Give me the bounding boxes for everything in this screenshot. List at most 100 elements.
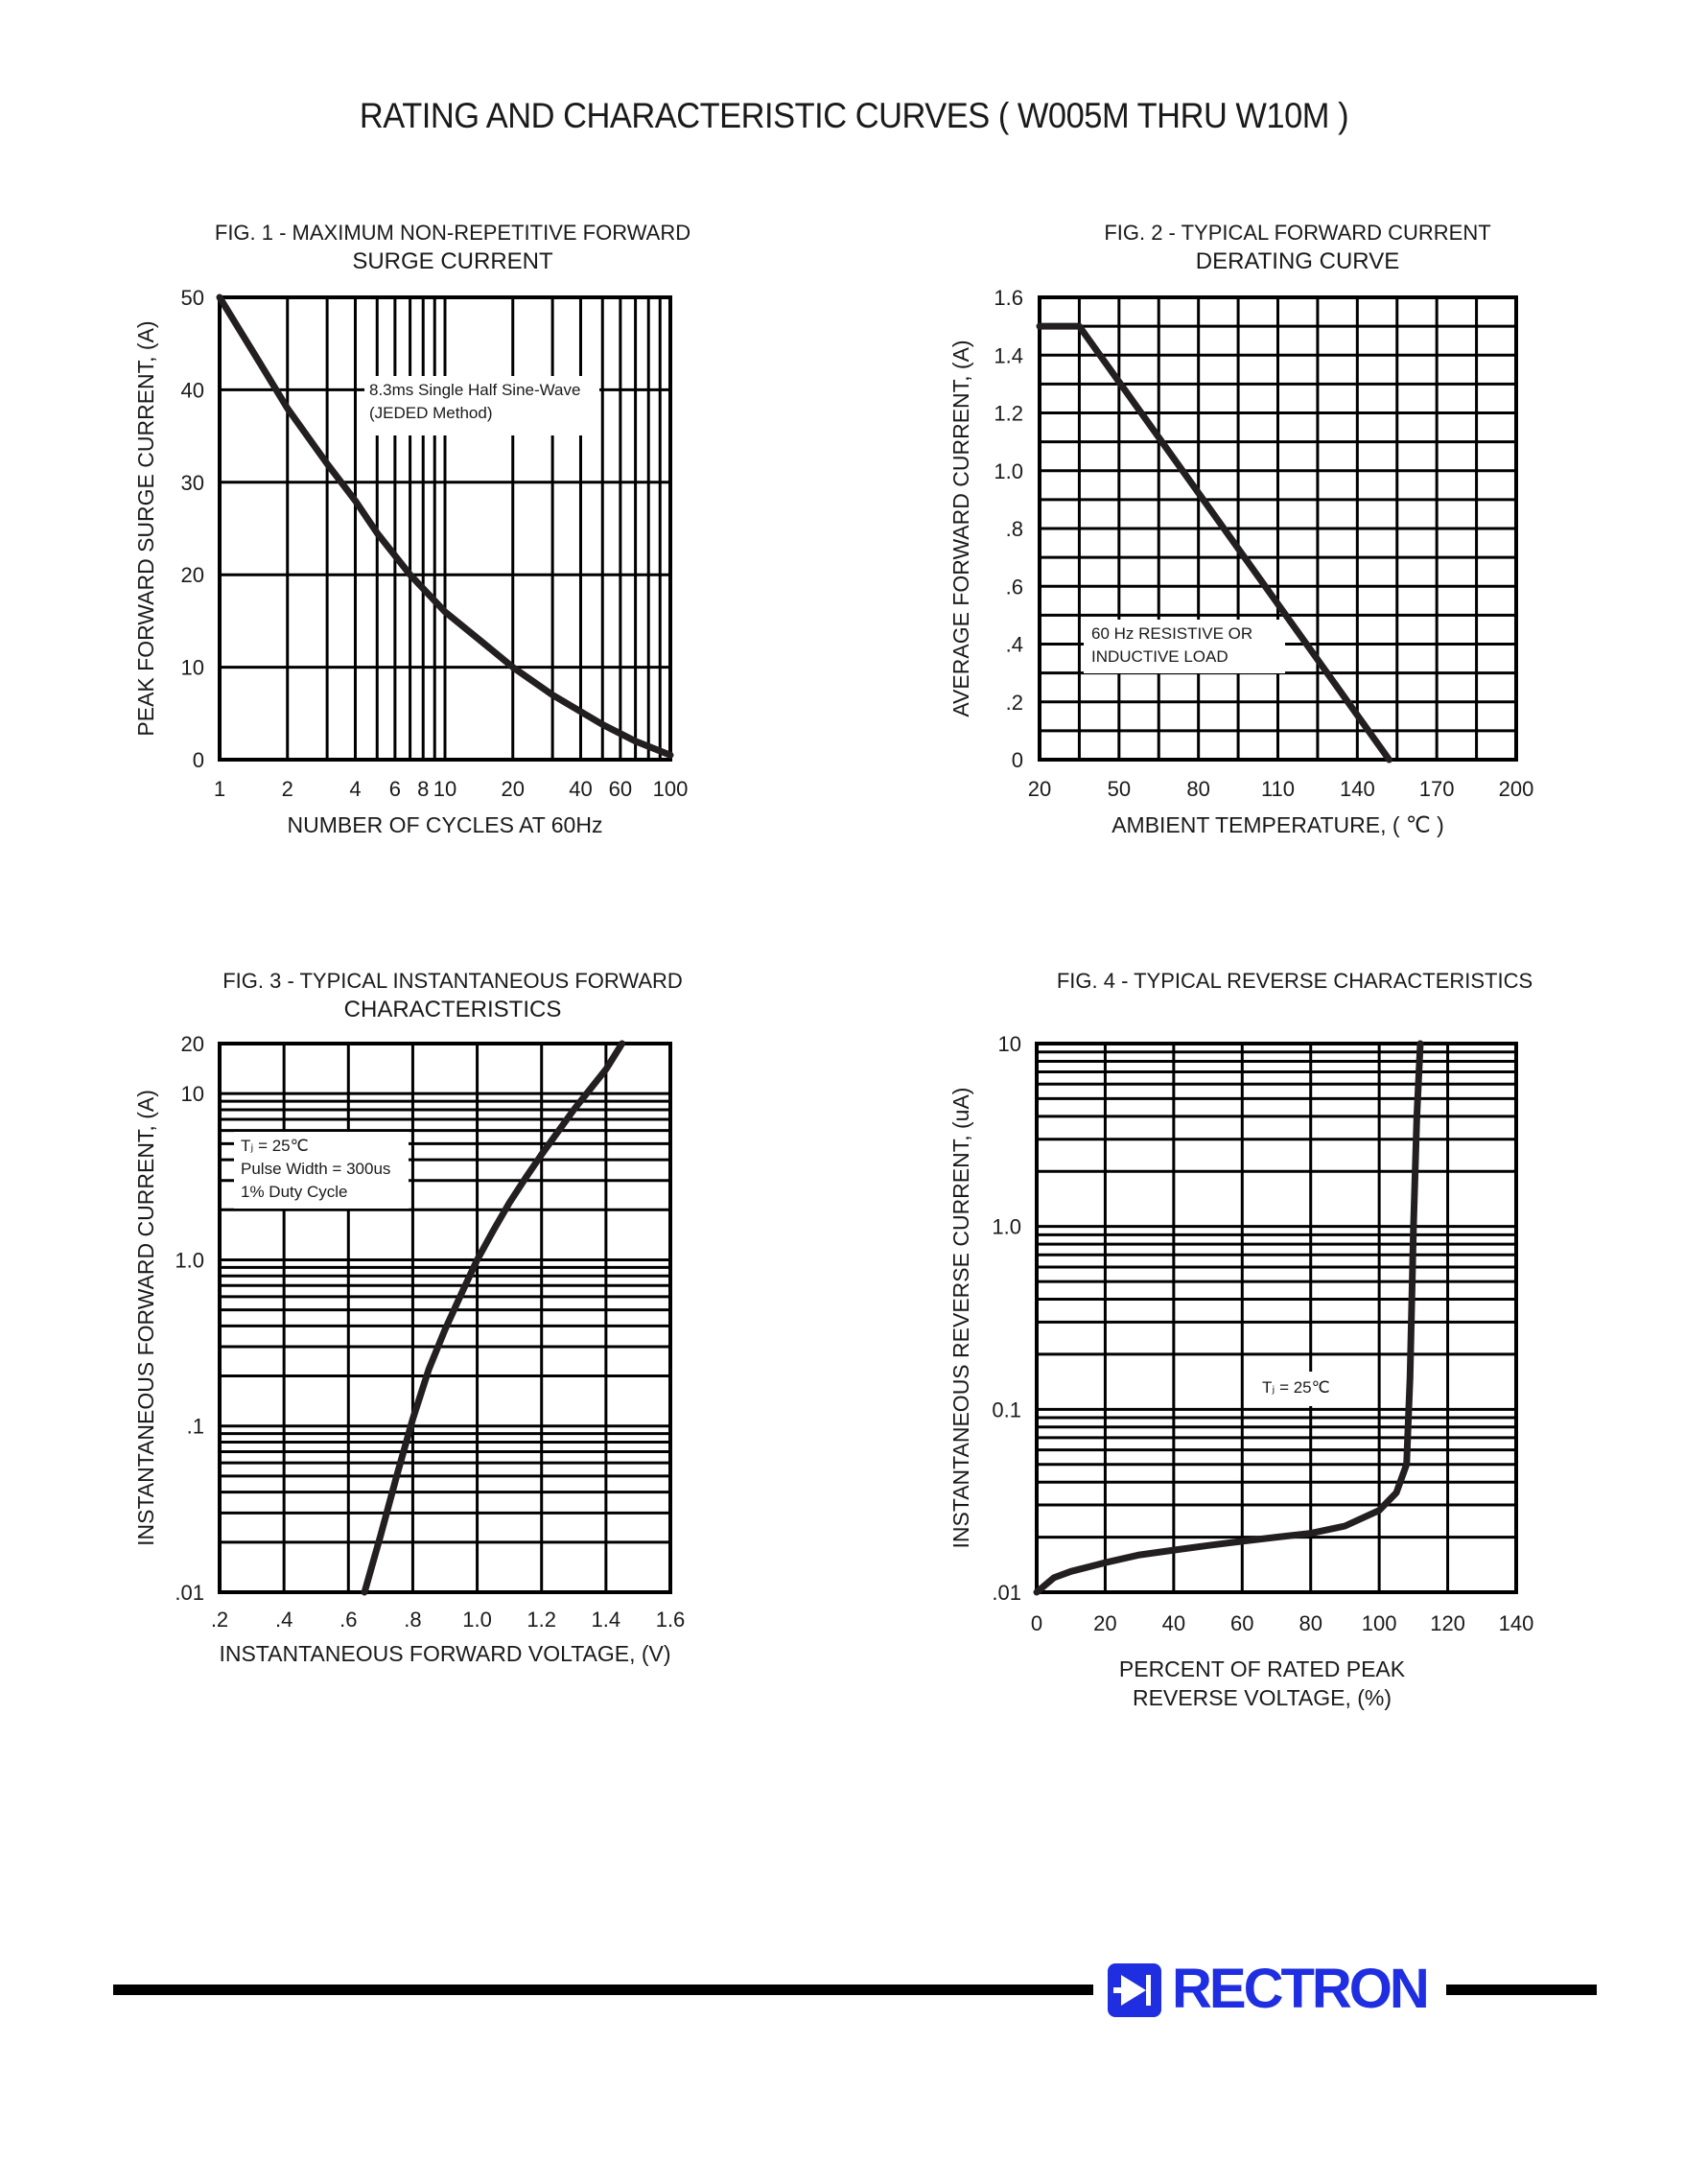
x-tick-label: 40 — [1162, 1611, 1185, 1635]
annotation-text: 60 Hz RESISTIVE OR — [1091, 624, 1252, 643]
annotation-text: 1% Duty Cycle — [241, 1183, 347, 1201]
y-tick-label: 50 — [181, 286, 204, 310]
y-tick-label: 1.0 — [994, 459, 1023, 483]
x-tick-label: 80 — [1186, 777, 1209, 801]
annotation-text: (JEDED Method) — [369, 404, 492, 422]
footer-rule-right — [1446, 1985, 1597, 1995]
annotation-box — [234, 1132, 409, 1209]
y-tick-label: 1.0 — [175, 1248, 204, 1272]
x-tick-label: 1.0 — [462, 1608, 492, 1632]
annotation-box — [1084, 620, 1285, 673]
x-tick-label: 1.2 — [526, 1608, 556, 1632]
data-curve — [216, 294, 674, 759]
y-tick-label: 1.4 — [994, 343, 1023, 367]
x-tick-label: 0 — [1031, 1611, 1042, 1635]
y-tick-label: 10 — [181, 656, 204, 680]
x-axis-label: NUMBER OF CYCLES AT 60Hz — [288, 812, 603, 837]
annotation-text: INDUCTIVE LOAD — [1091, 647, 1228, 666]
y-tick-label: 10 — [998, 1032, 1021, 1056]
plot-frame — [1035, 1042, 1518, 1594]
x-axis-label-line2: REVERSE VOLTAGE, (%) — [1133, 1685, 1392, 1710]
x-tick-label: 20 — [501, 777, 524, 801]
y-tick-label: 20 — [181, 1032, 204, 1056]
plot-frame — [218, 295, 672, 762]
x-tick-label: 10 — [433, 777, 456, 801]
y-tick-label: .6 — [1006, 575, 1023, 599]
y-tick-label: 0.1 — [992, 1398, 1021, 1421]
x-tick-label: 80 — [1299, 1611, 1322, 1635]
x-tick-label: 100 — [1362, 1611, 1397, 1635]
y-tick-label: 30 — [181, 471, 204, 495]
y-tick-label: .2 — [1006, 691, 1023, 715]
y-axis-label: INSTANTANEOUS REVERSE CURRENT, (uA) — [948, 1088, 973, 1549]
x-axis-label: INSTANTANEOUS FORWARD VOLTAGE, (V) — [219, 1641, 670, 1666]
x-tick-label: 110 — [1261, 777, 1295, 801]
y-tick-label: 10 — [181, 1082, 204, 1106]
annotation-text: 8.3ms Single Half Sine-Wave — [369, 381, 580, 399]
x-tick-label: 170 — [1419, 777, 1455, 801]
x-tick-label: 1.4 — [592, 1608, 621, 1632]
chart-title: FIG. 4 - TYPICAL REVERSE CHARACTERISTICS — [1057, 969, 1533, 993]
x-tick-label: 6 — [389, 777, 401, 801]
x-tick-label: .4 — [275, 1608, 292, 1632]
data-curve — [1036, 322, 1392, 763]
rectron-logo-icon — [1108, 1963, 1161, 2017]
page-title: RATING AND CHARACTERISTIC CURVES ( W005M… — [359, 96, 1349, 135]
x-tick-label: 1.6 — [656, 1608, 686, 1632]
y-tick-label: 40 — [181, 378, 204, 402]
x-tick-label: 20 — [1093, 1611, 1116, 1635]
data-curve — [361, 1040, 626, 1596]
chart-subtitle: CHARACTERISTICS — [344, 997, 562, 1022]
x-tick-label: .2 — [211, 1608, 228, 1632]
y-axis-label: PEAK FORWARD SURGE CURRENT, (A) — [133, 320, 158, 736]
y-tick-label: 20 — [181, 563, 204, 587]
annotation-box — [1256, 1372, 1358, 1406]
y-tick-label: .01 — [175, 1581, 204, 1605]
annotation-text: Tⱼ = 25℃ — [241, 1137, 309, 1155]
y-tick-label: 1.0 — [992, 1215, 1021, 1239]
brand-name: RECTRON — [1172, 1958, 1430, 2020]
x-tick-label: 20 — [1028, 777, 1051, 801]
x-tick-label: .8 — [404, 1608, 421, 1632]
x-tick-label: 100 — [653, 777, 689, 801]
plot-frame — [218, 1042, 672, 1594]
chart-title: FIG. 2 - TYPICAL FORWARD CURRENT — [1104, 221, 1490, 245]
x-tick-label: 4 — [349, 777, 361, 801]
x-tick-label: 200 — [1499, 777, 1534, 801]
y-tick-label: .8 — [1006, 517, 1023, 541]
x-axis-label-line1: PERCENT OF RATED PEAK — [1119, 1656, 1406, 1681]
chart-subtitle: DERATING CURVE — [1196, 248, 1399, 274]
y-tick-label: .1 — [187, 1415, 204, 1439]
y-tick-label: 1.6 — [994, 286, 1023, 310]
annotation-box — [364, 376, 599, 435]
x-tick-label: 50 — [1108, 777, 1131, 801]
y-tick-label: 0 — [1012, 748, 1023, 772]
y-tick-label: .01 — [992, 1581, 1021, 1605]
x-tick-label: 120 — [1430, 1611, 1465, 1635]
x-axis-label: AMBIENT TEMPERATURE, ( ℃ ) — [1111, 812, 1444, 837]
x-tick-label: 60 — [609, 777, 632, 801]
y-tick-label: 0 — [193, 748, 204, 772]
plot-frame — [1038, 295, 1518, 762]
chart-title: FIG. 1 - MAXIMUM NON-REPETITIVE FORWARD — [215, 221, 690, 245]
data-curve — [1033, 1040, 1424, 1596]
y-tick-label: 1.2 — [994, 402, 1023, 426]
y-tick-label: .4 — [1006, 633, 1023, 657]
x-tick-label: 40 — [569, 777, 592, 801]
y-axis-label: INSTANTANEOUS FORWARD CURRENT, (A) — [133, 1090, 158, 1546]
y-axis-label: AVERAGE FORWARD CURRENT, (A) — [948, 340, 973, 716]
chart-title: FIG. 3 - TYPICAL INSTANTANEOUS FORWARD — [222, 969, 683, 993]
x-tick-label: 8 — [417, 777, 429, 801]
x-tick-label: .6 — [339, 1608, 357, 1632]
annotation-text: Tⱼ = 25℃ — [1262, 1378, 1330, 1397]
x-tick-label: 140 — [1340, 777, 1375, 801]
footer-rule-left — [113, 1985, 1093, 1995]
x-tick-label: 2 — [282, 777, 293, 801]
x-tick-label: 60 — [1230, 1611, 1253, 1635]
annotation-text: Pulse Width = 300us — [241, 1160, 390, 1178]
x-tick-label: 1 — [214, 777, 225, 801]
